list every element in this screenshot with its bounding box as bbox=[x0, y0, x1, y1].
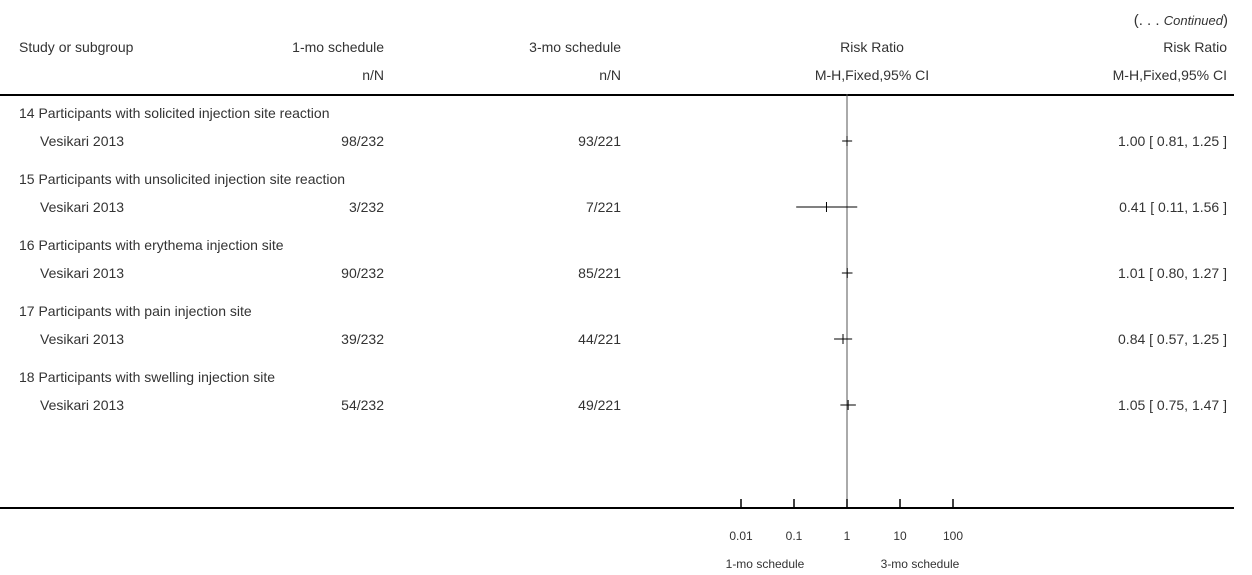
header-exp: 1-mo schedule bbox=[292, 39, 384, 55]
header-rr-text: Risk Ratio bbox=[1163, 39, 1227, 55]
favours-right-label: 3-mo schedule bbox=[880, 557, 960, 571]
continued-open: (. . . bbox=[1133, 12, 1164, 29]
header-method-plot: M-H,Fixed,95% CI bbox=[814, 67, 930, 83]
ci-text: 1.01 [ 0.80, 1.27 ] bbox=[1118, 265, 1227, 281]
axis-tick-label: 0.01 bbox=[729, 529, 753, 543]
study-name: Vesikari 2013 bbox=[40, 133, 125, 149]
axis-tick-label: 10 bbox=[893, 529, 907, 543]
ctrl-events: 93/221 bbox=[578, 133, 621, 149]
exp-events: 98/232 bbox=[341, 133, 384, 149]
subgroup-title: 18 Participants with swelling injection … bbox=[19, 369, 276, 385]
study-name: Vesikari 2013 bbox=[40, 331, 125, 347]
study-name: Vesikari 2013 bbox=[40, 199, 125, 215]
header-divider bbox=[0, 94, 1234, 96]
ctrl-events: 49/221 bbox=[578, 397, 621, 413]
favours-left-label: 1-mo schedule bbox=[725, 557, 805, 571]
subgroup-title: 16 Participants with erythema injection … bbox=[19, 237, 284, 253]
ci-text: 1.05 [ 0.75, 1.47 ] bbox=[1118, 397, 1227, 413]
subgroup-title: 15 Participants with unsolicited injecti… bbox=[19, 171, 346, 187]
header-study: Study or subgroup bbox=[19, 39, 134, 55]
subgroup-title: 17 Participants with pain injection site bbox=[19, 303, 252, 319]
continued-close: ) bbox=[1223, 12, 1228, 29]
axis-tick-label: 0.1 bbox=[785, 529, 803, 543]
header-ctrl-sub: n/N bbox=[599, 67, 621, 83]
header-rr-plot: Risk Ratio bbox=[840, 39, 904, 55]
ctrl-events: 44/221 bbox=[578, 331, 621, 347]
study-name: Vesikari 2013 bbox=[40, 265, 125, 281]
continued-note: (. . . Continued) bbox=[1134, 12, 1228, 30]
ci-text: 0.84 [ 0.57, 1.25 ] bbox=[1118, 331, 1227, 347]
header-method-text: M-H,Fixed,95% CI bbox=[1112, 67, 1227, 83]
axis-tick-label: 1 bbox=[843, 529, 851, 543]
exp-events: 3/232 bbox=[348, 199, 384, 215]
ci-text: 0.41 [ 0.11, 1.56 ] bbox=[1119, 199, 1227, 215]
header-ctrl: 3-mo schedule bbox=[529, 39, 621, 55]
axis-tick-label: 100 bbox=[942, 529, 964, 543]
exp-events: 39/232 bbox=[341, 331, 384, 347]
ctrl-events: 85/221 bbox=[578, 265, 621, 281]
exp-events: 54/232 bbox=[341, 397, 384, 413]
exp-events: 90/232 bbox=[341, 265, 384, 281]
study-name: Vesikari 2013 bbox=[40, 397, 125, 413]
subgroup-title: 14 Participants with solicited injection… bbox=[19, 105, 330, 121]
continued-word: Continued bbox=[1163, 13, 1223, 28]
ctrl-events: 7/221 bbox=[585, 199, 621, 215]
header-exp-sub: n/N bbox=[362, 67, 384, 83]
bottom-divider bbox=[0, 507, 1234, 509]
ci-text: 1.00 [ 0.81, 1.25 ] bbox=[1118, 133, 1227, 149]
